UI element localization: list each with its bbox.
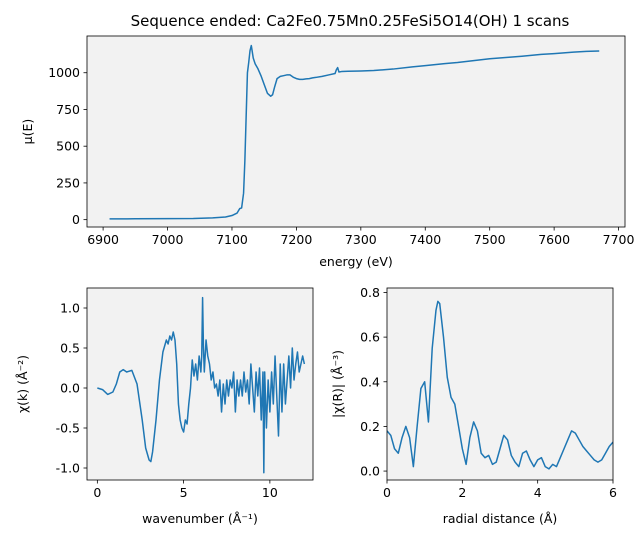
y-tick-label-chir-3: 0.6 [360, 330, 380, 345]
plot-area [87, 288, 313, 480]
y-tick-label-chik-2: 0.0 [60, 381, 80, 396]
series-line-chir-0 [387, 300, 613, 470]
x-tick-label-mu-0: 6900 [87, 232, 119, 247]
y-tick-label-chik-4: 1.0 [60, 301, 80, 316]
x-tick-label-chik-0: 0 [93, 485, 101, 500]
y-tick-label-chir-2: 0.4 [360, 374, 380, 389]
axes-frame [86, 287, 314, 481]
axes-mu: 6900 7000 7100 7200 7300 7400 7500 7600 7700 0 250… [20, 35, 635, 269]
y-tick-label-mu-0: 0 [72, 212, 80, 227]
x-tick-label-mu-1: 7000 [152, 232, 184, 247]
x-tick-label-mu-7: 7600 [538, 232, 570, 247]
x-tick-label-chik-2: 10 [262, 485, 278, 500]
y-axis-label-chir: |χ(R)| (Å⁻³) [330, 350, 345, 418]
axes-frame [386, 287, 614, 481]
y-tick-label-mu-1: 250 [56, 175, 80, 190]
x-tick-label-chir-2: 4 [534, 485, 542, 500]
y-tick-label-mu-4: 1000 [48, 65, 80, 80]
x-tick-label-mu-4: 7300 [345, 232, 377, 247]
series-line-mu-0 [109, 44, 600, 220]
y-axis-label-chik: χ(k) (Å⁻²) [15, 355, 30, 413]
y-tick-label-chik-3: 0.5 [60, 341, 80, 356]
y-tick-label-mu-2: 500 [56, 139, 80, 154]
y-tick-label-chir-0: 0.0 [360, 464, 380, 479]
x-tick-label-mu-8: 7700 [603, 232, 635, 247]
figure-title: Sequence ended: Ca2Fe0.75Mn0.25FeSi5O14(… [131, 12, 570, 30]
axes-chik: 0 5 10 -1.0 -0.5 0.0 0.5 1.0 wavenumber (Å⁻¹) χ(k… [15, 287, 314, 526]
plot-area [87, 36, 625, 227]
x-tick-label-chir-1: 2 [458, 485, 466, 500]
y-tick-label-chik-1: -0.5 [56, 421, 80, 436]
y-axis-label-mu: μ(E) [20, 119, 35, 145]
axes-chir: 0 2 4 6 0.0 0.2 0.4 0.6 0.8 radial distance (Å) |χ… [330, 285, 617, 526]
y-tick-label-mu-3: 750 [56, 102, 80, 117]
x-tick-label-chik-1: 5 [180, 485, 188, 500]
x-tick-label-chir-0: 0 [383, 485, 391, 500]
x-tick-label-mu-6: 7500 [474, 232, 506, 247]
x-tick-label-mu-5: 7400 [409, 232, 441, 247]
x-tick-label-mu-2: 7100 [216, 232, 248, 247]
x-tick-label-mu-3: 7200 [280, 232, 312, 247]
x-axis-label-mu: energy (eV) [319, 254, 393, 269]
y-tick-label-chik-0: -1.0 [56, 461, 80, 476]
x-axis-label-chik: wavenumber (Å⁻¹) [142, 511, 258, 526]
y-tick-label-chir-1: 0.2 [360, 419, 380, 434]
series-line-chik-0 [97, 296, 306, 474]
x-axis-label-chir: radial distance (Å) [443, 511, 558, 526]
y-tick-label-chir-4: 0.8 [360, 285, 380, 300]
x-tick-label-chir-3: 6 [609, 485, 617, 500]
axes-frame [86, 35, 626, 228]
